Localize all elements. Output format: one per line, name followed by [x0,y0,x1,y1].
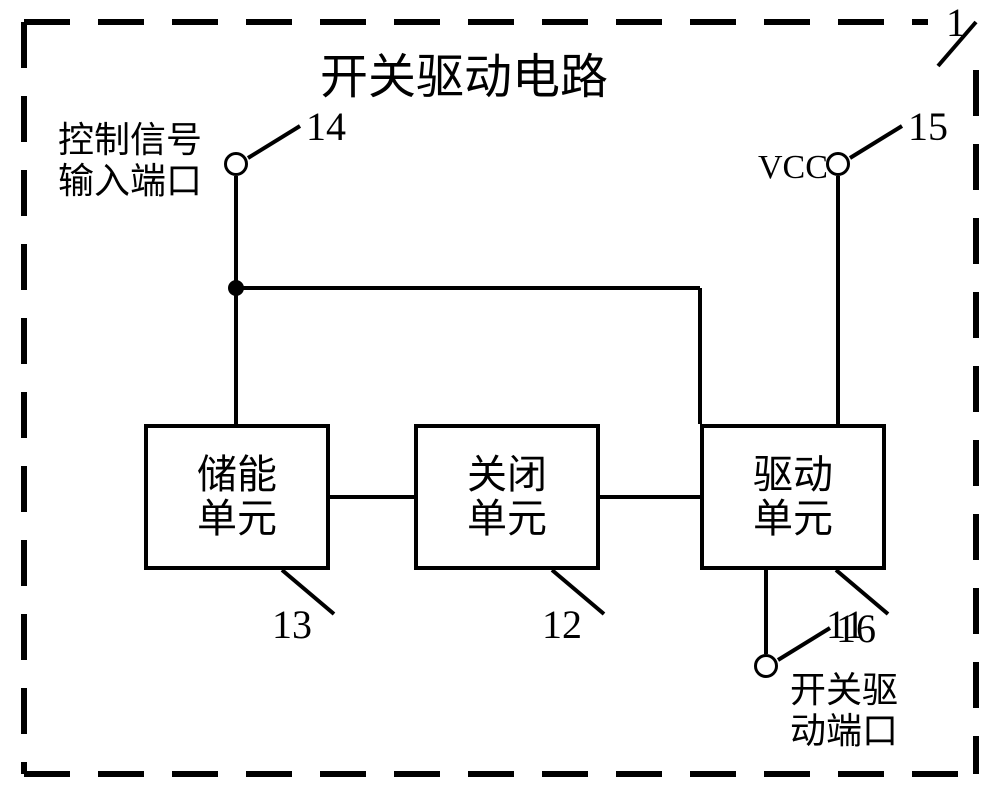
port-14-circle [224,152,248,176]
drive-unit-number: 11 [826,602,865,648]
ref-1-label: 1 [946,0,966,46]
port-14-number: 14 [306,104,346,150]
port-15-number: 15 [908,104,948,150]
storage-unit-number: 13 [272,602,312,648]
drive-unit-label: 驱动 单元 [753,453,833,541]
drive-unit-box: 驱动 单元 [700,424,886,570]
close-unit-box: 关闭 单元 [414,424,600,570]
storage-unit-box: 储能 单元 [144,424,330,570]
port-16-label: 开关驱 动端口 [790,670,898,753]
vcc-label: VCC [758,148,828,187]
port-14-label: 控制信号 输入端口 [58,120,202,203]
port-16-circle [754,654,778,678]
storage-unit-label: 储能 单元 [197,453,277,541]
diagram-title: 开关驱动电路 [320,50,608,105]
close-unit-label: 关闭 单元 [467,453,547,541]
wire-junction-dot [228,280,244,296]
port-15-circle [826,152,850,176]
close-unit-number: 12 [542,602,582,648]
